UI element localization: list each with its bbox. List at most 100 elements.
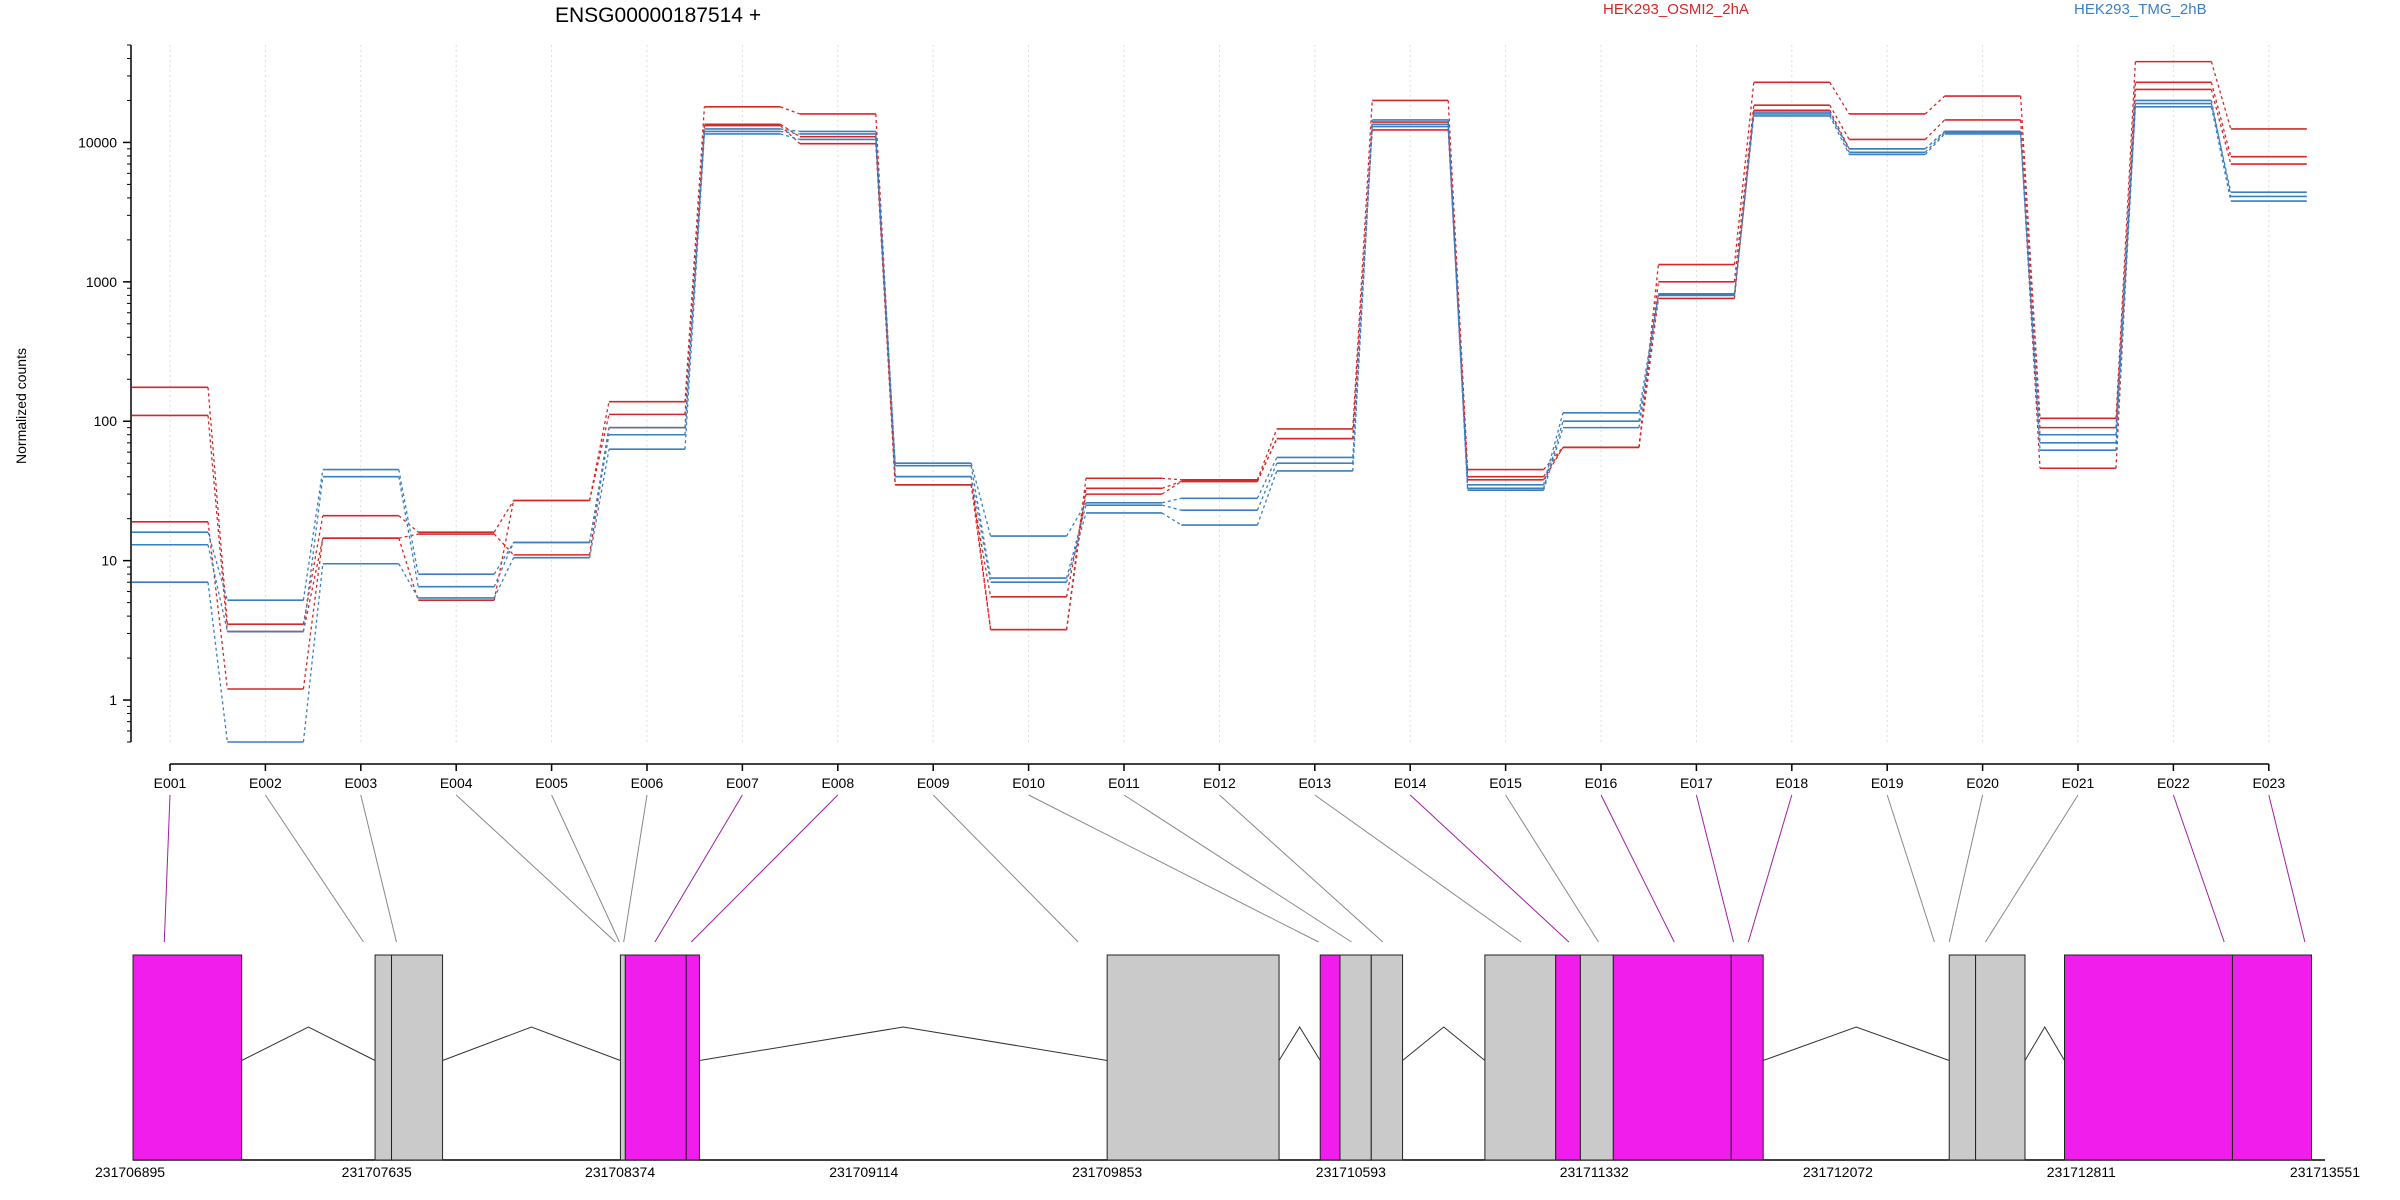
exon-box bbox=[624, 954, 687, 1161]
data-connector bbox=[398, 533, 419, 539]
data-connector bbox=[1065, 478, 1087, 630]
exon-label-e003: E003 bbox=[344, 775, 377, 791]
exon-label-e018: E018 bbox=[1775, 775, 1808, 791]
genomic-coordinate: 231707635 bbox=[342, 1164, 412, 1180]
intron-line bbox=[1278, 1026, 1321, 1061]
data-connector bbox=[684, 131, 706, 428]
data-connector bbox=[1543, 446, 1564, 471]
genomic-coordinate: 231709114 bbox=[829, 1164, 898, 1180]
exon-connector bbox=[690, 794, 839, 943]
data-connector bbox=[1543, 446, 1564, 481]
data-connector bbox=[302, 563, 324, 743]
data-connector bbox=[1542, 412, 1564, 485]
exon-label-e011: E011 bbox=[1108, 775, 1140, 791]
gene-model: 231706895 231707635 231708374 231709114 2317… bbox=[95, 954, 2360, 1180]
data-connector bbox=[779, 125, 801, 145]
data-connector bbox=[2115, 82, 2137, 428]
data-connector bbox=[780, 130, 800, 135]
data-connector bbox=[207, 521, 229, 690]
exon-box bbox=[1319, 954, 1341, 1161]
exon-label-e012: E012 bbox=[1203, 775, 1236, 791]
data-connector bbox=[1829, 81, 1850, 115]
data-connector bbox=[207, 582, 229, 743]
data-connector bbox=[1161, 480, 1182, 495]
data-connector bbox=[493, 542, 515, 575]
data-connector bbox=[1256, 470, 1278, 526]
exon-box bbox=[1948, 954, 1977, 1161]
data-connector bbox=[970, 476, 992, 583]
genomic-coordinate: 231713551 bbox=[2290, 1164, 2360, 1180]
exon-box bbox=[1579, 954, 1614, 1161]
data-connector bbox=[2210, 82, 2232, 157]
exon-label-e015: E015 bbox=[1489, 775, 1522, 791]
exon-label-e013: E013 bbox=[1298, 775, 1331, 791]
exon-connector bbox=[1886, 794, 1935, 943]
exon-box bbox=[1612, 954, 1732, 1161]
x-axis: E001 E002 E003 E004 E005 E006 E007 E008 E009 E010… bbox=[154, 763, 2285, 791]
data-connector bbox=[1352, 100, 1373, 430]
data-connector bbox=[207, 415, 229, 632]
exon-box bbox=[1730, 954, 1764, 1161]
exon-box bbox=[1106, 954, 1280, 1161]
data-connector bbox=[780, 128, 800, 133]
intron-line bbox=[1402, 1026, 1486, 1061]
exon-label-e020: E020 bbox=[1966, 775, 1999, 791]
exon-box bbox=[685, 954, 700, 1161]
data-connector bbox=[2210, 106, 2232, 202]
data-connector bbox=[1066, 502, 1087, 537]
exon-connector bbox=[264, 794, 364, 943]
exon-box bbox=[2231, 954, 2312, 1161]
data-connector bbox=[493, 500, 515, 533]
genomic-coordinate: 231711332 bbox=[1560, 1164, 1629, 1180]
exon-label-e023: E023 bbox=[2252, 775, 2285, 791]
data-connector bbox=[684, 133, 706, 450]
genomic-coordinate: 231706895 bbox=[95, 1164, 165, 1180]
genomic-coordinate: 231712072 bbox=[1803, 1164, 1873, 1180]
data-connector bbox=[207, 544, 229, 632]
data-connector bbox=[1542, 427, 1564, 491]
data-connector bbox=[1924, 130, 1946, 150]
series-6 bbox=[132, 106, 2307, 743]
exon-box bbox=[1975, 954, 2026, 1161]
vertical-grid bbox=[169, 45, 2270, 742]
data-connector bbox=[1161, 504, 1182, 511]
data-connector bbox=[970, 463, 992, 537]
data-connector bbox=[1829, 104, 1850, 140]
intron-line bbox=[699, 1026, 1108, 1061]
data-connector bbox=[1256, 428, 1278, 481]
data-connector bbox=[302, 538, 324, 690]
exon-connector bbox=[2268, 794, 2306, 943]
data-connector bbox=[1256, 438, 1278, 482]
y-tick-label: 10 bbox=[101, 553, 117, 569]
exon-label-e004: E004 bbox=[440, 775, 473, 791]
data-connector bbox=[1542, 421, 1564, 489]
data-connector bbox=[2019, 132, 2041, 443]
exon-label-e010: E010 bbox=[1012, 775, 1045, 791]
data-connector bbox=[1256, 462, 1278, 511]
data-connector bbox=[970, 465, 992, 579]
data-connector bbox=[302, 469, 324, 601]
y-tick-label: 1 bbox=[109, 692, 117, 708]
exon-box bbox=[1339, 954, 1372, 1161]
exon-connector bbox=[2172, 794, 2225, 943]
intron-line bbox=[2024, 1026, 2065, 1061]
series-3 bbox=[132, 88, 2307, 690]
exon-connector bbox=[1600, 794, 1675, 943]
exon-connector bbox=[455, 794, 616, 943]
data-connector bbox=[1256, 457, 1278, 499]
exon-connector bbox=[360, 794, 397, 943]
data-connector bbox=[493, 542, 515, 587]
data-connector bbox=[588, 414, 610, 501]
data-connector bbox=[1161, 477, 1182, 481]
data-connector bbox=[1733, 105, 1755, 282]
exon-box bbox=[1555, 954, 1581, 1161]
data-connector bbox=[875, 131, 896, 464]
exon-connector bbox=[1409, 794, 1570, 943]
data-connector bbox=[1924, 131, 1946, 153]
intron-line bbox=[241, 1026, 376, 1061]
data-connector bbox=[1829, 111, 1850, 153]
data-connector bbox=[207, 387, 229, 625]
genomic-coordinate: 231712811 bbox=[2047, 1164, 2116, 1180]
intron-line bbox=[442, 1026, 621, 1061]
data-connector bbox=[588, 401, 610, 501]
